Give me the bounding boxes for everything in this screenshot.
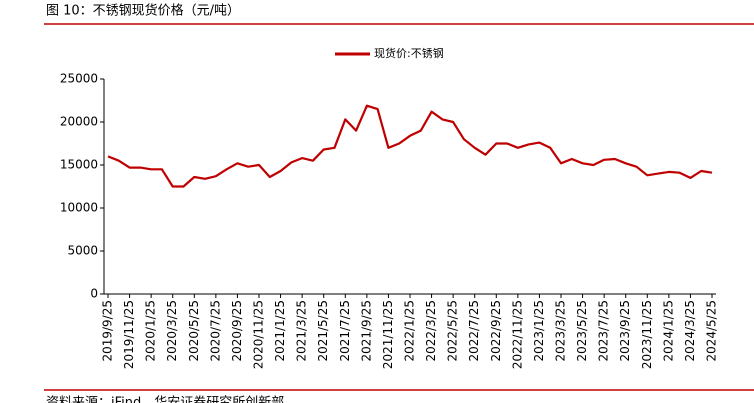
x-tick-label: 2021/11/25 (381, 300, 395, 369)
x-tick-label: 2024/3/25 (683, 300, 697, 362)
y-tick-label: 15000 (60, 158, 98, 172)
x-tick-label: 2022/11/25 (510, 300, 524, 369)
y-tick-label: 5000 (67, 244, 98, 258)
x-tick-label: 2020/11/25 (252, 300, 266, 369)
y-tick-label: 10000 (60, 201, 98, 215)
figure-title: 图 10：不锈钢现货价格（元/吨） (46, 3, 240, 19)
x-tick-label: 2020/9/25 (230, 300, 244, 362)
x-tick-label: 2020/5/25 (187, 300, 201, 362)
x-tick-label: 2021/3/25 (295, 300, 309, 362)
source-note: 资料来源：iFind，华安证券研究所创新部 (46, 395, 284, 403)
x-tick-label: 2021/1/25 (273, 300, 287, 362)
x-tick-label: 2020/1/25 (144, 300, 158, 362)
x-tick-label: 2022/9/25 (489, 300, 503, 362)
line-series (107, 104, 713, 188)
x-tick-label: 2024/1/25 (661, 300, 675, 362)
x-tick-label: 2023/5/25 (575, 300, 589, 362)
x-tick-label: 2023/9/25 (618, 300, 632, 362)
x-tick-label: 2020/7/25 (208, 300, 222, 362)
x-tick-label: 2023/1/25 (532, 300, 546, 362)
x-tick-label: 2021/5/25 (316, 300, 330, 362)
x-tick-label: 2024/5/25 (705, 300, 719, 362)
x-tick-label: 2021/9/25 (359, 300, 373, 362)
y-tick-label: 0 (90, 287, 98, 301)
x-tick-label: 2022/7/25 (467, 300, 481, 362)
x-tick-label: 2023/11/25 (640, 300, 654, 369)
x-tick-label: 2020/3/25 (165, 300, 179, 362)
x-tick-label: 2023/3/25 (554, 300, 568, 362)
x-tick-label: 2022/5/25 (446, 300, 460, 362)
y-tick-label: 20000 (60, 115, 98, 129)
x-tick-label: 2021/7/25 (338, 300, 352, 362)
legend-label: 现货价:不锈钢 (374, 46, 444, 60)
x-tick-label: 2023/7/25 (597, 300, 611, 362)
x-tick-label: 2019/9/25 (101, 300, 115, 362)
x-tick-label: 2022/3/25 (424, 300, 438, 362)
y-tick-label: 25000 (60, 72, 98, 86)
x-tick-label: 2022/1/25 (403, 300, 417, 362)
x-tick-label: 2019/11/25 (122, 300, 136, 369)
